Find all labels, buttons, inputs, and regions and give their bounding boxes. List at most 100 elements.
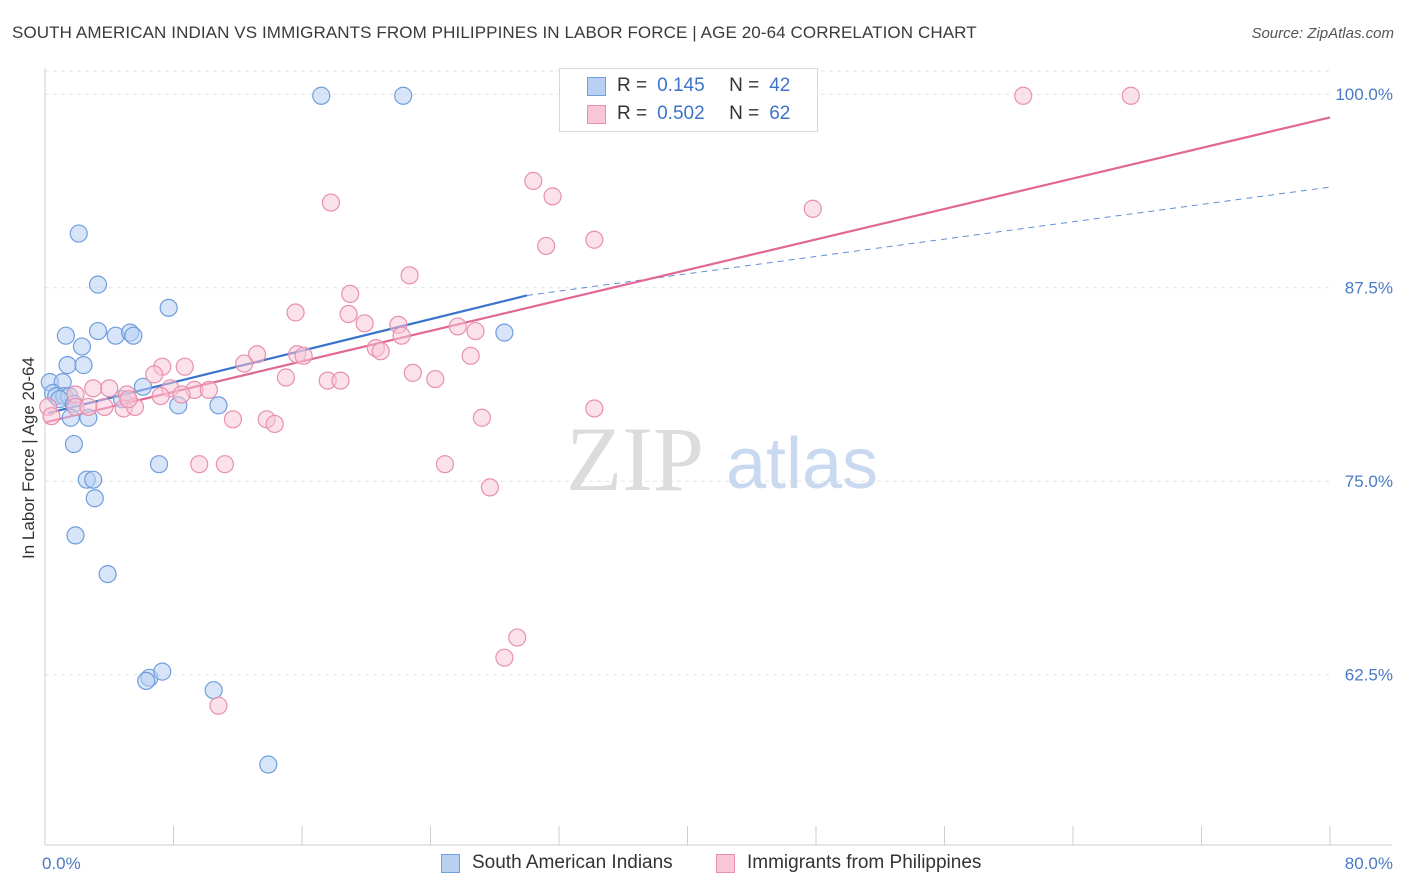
point-philippines	[223, 410, 243, 429]
legend-r-label: R =	[617, 103, 648, 124]
series-swatch-blue	[441, 853, 460, 873]
point-south-american-indians	[312, 86, 331, 105]
point-philippines	[151, 386, 170, 406]
series-swatch-pink	[716, 853, 735, 873]
legend-n-label: N =	[729, 75, 760, 96]
point-philippines	[339, 304, 358, 324]
point-south-american-indians	[159, 298, 178, 317]
point-south-american-indians	[133, 377, 153, 396]
point-philippines	[371, 342, 390, 361]
point-philippines	[294, 346, 313, 365]
legend-r-value-pink: 0.502	[657, 103, 705, 124]
point-philippines	[331, 371, 350, 390]
point-south-american-indians	[394, 86, 413, 105]
watermark-zip: ZIP	[566, 408, 704, 510]
point-philippines	[276, 368, 296, 387]
y-tick-label: 62.5%	[1345, 666, 1393, 685]
point-south-american-indians	[72, 337, 92, 356]
tick-labels: 62.5% 75.0% 87.5% 100.0% 0.0% 80.0%	[42, 85, 1393, 873]
point-philippines	[466, 321, 485, 341]
series-legend: South American Indians Immigrants from P…	[0, 852, 1406, 878]
chart-title: SOUTH AMERICAN INDIAN VS IMMIGRANTS FROM…	[12, 23, 977, 42]
legend-swatch-blue	[587, 76, 606, 96]
point-south-american-indians	[66, 526, 85, 545]
point-philippines	[355, 314, 374, 333]
point-philippines	[1014, 86, 1033, 105]
point-philippines	[265, 414, 284, 434]
y-tick-label: 87.5%	[1345, 279, 1393, 298]
point-philippines	[480, 478, 500, 497]
point-philippines	[321, 193, 341, 212]
point-south-american-indians	[153, 662, 172, 681]
point-philippines	[341, 284, 360, 304]
grid-lines	[45, 70, 1332, 676]
point-philippines	[585, 399, 604, 418]
series-legend-pink: Immigrants from Philippines	[716, 852, 981, 874]
legend-row-pink: R = 0.502 N = 62	[587, 102, 790, 126]
y-axis-label: In Labor Force | Age 20-64	[19, 357, 38, 559]
legend-n-value-pink: 62	[769, 103, 791, 124]
point-philippines	[435, 455, 455, 474]
point-philippines	[247, 345, 267, 364]
trend-philippines	[44, 116, 1331, 424]
point-south-american-indians	[204, 681, 223, 700]
point-south-american-indians	[85, 489, 104, 508]
series-legend-blue: South American Indians	[441, 852, 673, 874]
point-philippines	[95, 397, 114, 417]
legend-n-label: N =	[729, 103, 760, 124]
point-philippines	[537, 236, 556, 256]
watermark: ZIP atlas	[566, 408, 878, 510]
y-tick-label: 75.0%	[1345, 472, 1393, 491]
axes	[44, 68, 1392, 846]
point-philippines	[209, 696, 228, 715]
point-philippines	[1121, 86, 1140, 105]
point-south-american-indians	[69, 224, 88, 243]
point-south-american-indians	[74, 356, 93, 375]
point-south-american-indians	[88, 275, 108, 294]
x-tick-label-max: 80.0%	[1345, 854, 1393, 873]
trend-line-pink	[44, 116, 1331, 424]
point-philippines	[79, 397, 98, 417]
point-south-american-indians	[84, 470, 103, 489]
point-philippines	[495, 648, 514, 667]
point-philippines	[235, 354, 254, 373]
point-philippines	[215, 455, 234, 474]
point-philippines	[190, 455, 209, 474]
point-south-american-indians	[124, 326, 143, 345]
point-philippines	[199, 380, 218, 399]
point-philippines	[400, 266, 419, 285]
point-philippines	[448, 317, 467, 336]
point-philippines	[472, 408, 491, 427]
point-philippines	[100, 379, 119, 398]
point-philippines	[119, 390, 138, 409]
series-label-blue: South American Indians	[472, 852, 673, 873]
point-south-american-indians	[88, 321, 108, 341]
point-south-american-indians	[58, 356, 77, 375]
point-philippines	[524, 171, 543, 191]
point-philippines	[543, 187, 562, 206]
point-philippines	[461, 346, 480, 365]
point-south-american-indians	[64, 434, 84, 454]
point-philippines	[803, 199, 822, 218]
legend-n-value-blue: 42	[769, 75, 791, 96]
series-label-pink: Immigrants from Philippines	[747, 852, 982, 873]
point-south-american-indians	[56, 326, 75, 345]
point-south-american-indians	[259, 755, 278, 774]
trend-south-american-indians	[47, 186, 1331, 415]
point-south-american-indians	[495, 323, 514, 342]
point-philippines	[392, 326, 411, 345]
stats-legend: R = 0.145 N = 42 R = 0.502 N = 62	[559, 68, 818, 132]
point-south-american-indians	[149, 455, 169, 474]
point-south-american-indians	[98, 564, 117, 584]
legend-r-label: R =	[617, 75, 648, 96]
point-philippines	[286, 303, 305, 322]
chart-source: Source: ZipAtlas.com	[1251, 25, 1394, 42]
point-philippines	[84, 379, 103, 398]
point-philippines	[42, 407, 61, 426]
legend-swatch-pink	[587, 104, 606, 124]
legend-r-value-blue: 0.145	[657, 75, 705, 96]
watermark-atlas: atlas	[726, 424, 878, 504]
legend-row-blue: R = 0.145 N = 42	[587, 74, 790, 98]
point-philippines	[508, 628, 527, 647]
